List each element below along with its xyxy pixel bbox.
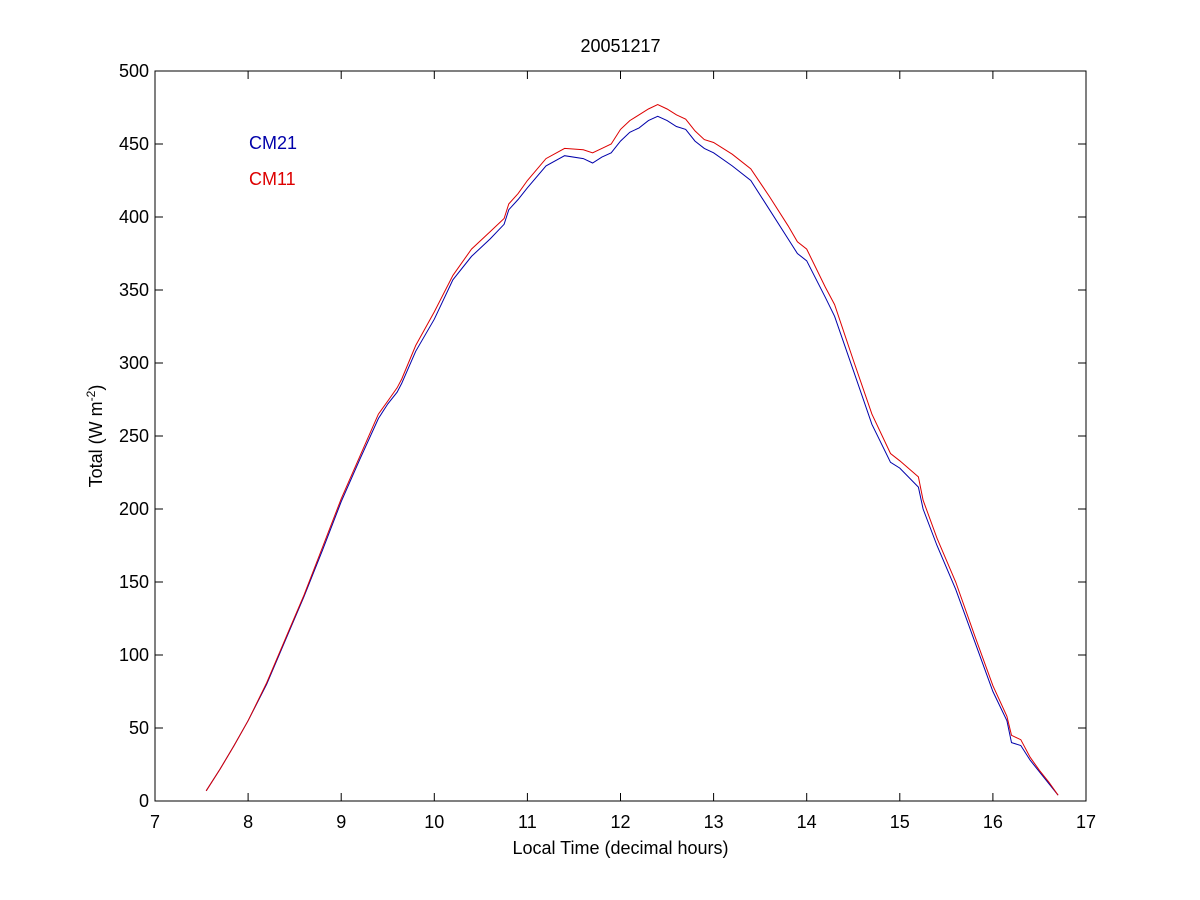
chart-title: 20051217 bbox=[580, 36, 660, 56]
x-axis-label: Local Time (decimal hours) bbox=[512, 838, 728, 858]
series-layer bbox=[205, 104, 1059, 796]
x-tick-label: 13 bbox=[704, 812, 724, 832]
y-axis-label-main: Total (W m bbox=[86, 401, 106, 487]
series-line-cm11 bbox=[205, 104, 1059, 796]
x-tick-label: 7 bbox=[150, 812, 160, 832]
x-tick-label: 8 bbox=[243, 812, 253, 832]
x-tick-label: 15 bbox=[890, 812, 910, 832]
y-tick-label: 100 bbox=[119, 645, 149, 665]
y-tick-label: 350 bbox=[119, 280, 149, 300]
x-tick-label: 14 bbox=[797, 812, 817, 832]
x-tick-label: 9 bbox=[336, 812, 346, 832]
x-tick-label: 10 bbox=[424, 812, 444, 832]
y-tick-label: 400 bbox=[119, 207, 149, 227]
x-tick-label: 12 bbox=[610, 812, 630, 832]
y-tick-label: 50 bbox=[129, 718, 149, 738]
x-tick-label: 11 bbox=[518, 812, 537, 832]
y-tick-label: 250 bbox=[119, 426, 149, 446]
y-tick-label: 450 bbox=[119, 134, 149, 154]
legend-entry-cm11: CM11 bbox=[249, 169, 296, 189]
y-axis-label: Total (W m-2) bbox=[84, 385, 106, 488]
y-tick-label: 500 bbox=[119, 61, 149, 81]
plot-area bbox=[154, 70, 1087, 802]
y-axis-label-superscript: -2 bbox=[84, 390, 98, 401]
y-axis-label-end: ) bbox=[86, 385, 106, 391]
y-tick-label: 200 bbox=[119, 499, 149, 519]
ticks-layer: 7 8 9 10 11 12 13 14 15 16 17 0 50 100 150 200 250 300 350… bbox=[119, 61, 1096, 832]
x-tick-label: 17 bbox=[1076, 812, 1096, 832]
series-line-cm21 bbox=[205, 115, 1059, 796]
y-tick-label: 150 bbox=[119, 572, 149, 592]
y-tick-label: 300 bbox=[119, 353, 149, 373]
legend-entry-cm21: CM21 bbox=[249, 133, 297, 153]
x-tick-label: 16 bbox=[983, 812, 1003, 832]
y-tick-label: 0 bbox=[139, 791, 149, 811]
